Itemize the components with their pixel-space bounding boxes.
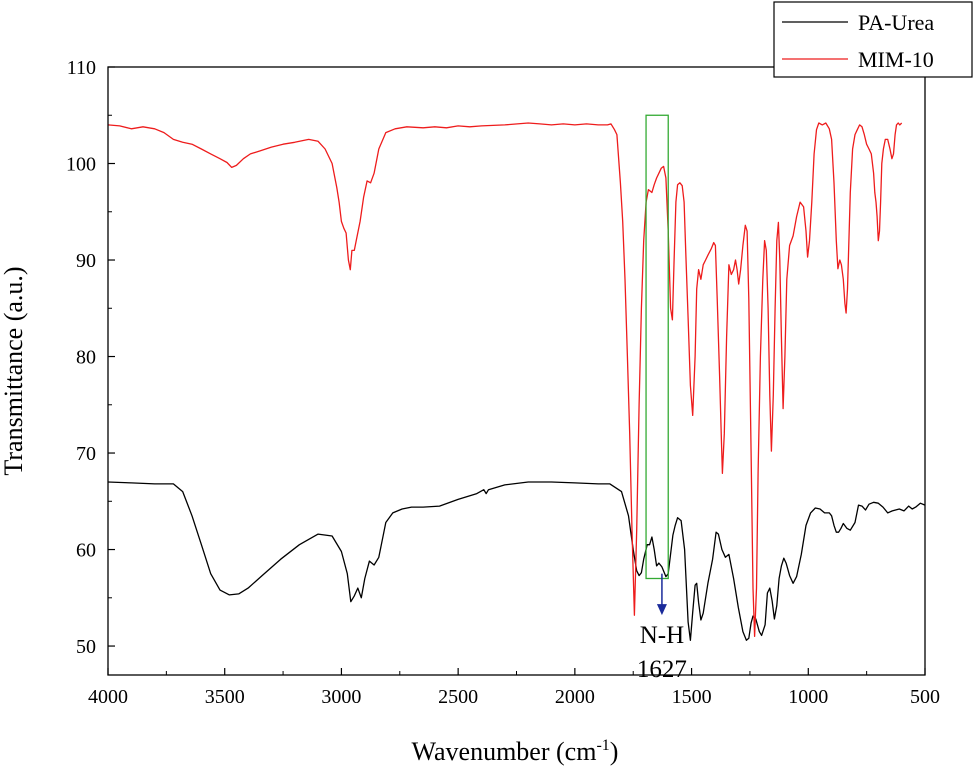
- x-tick-label: 2000: [555, 686, 595, 708]
- y-tick-label: 110: [67, 57, 96, 79]
- x-axis-title-main: Wavenumber (cm: [412, 737, 597, 766]
- plot-lines: [107, 122, 926, 641]
- x-tick-label: 1000: [788, 686, 828, 708]
- legend-label-mim-10: MIM-10: [858, 47, 934, 72]
- x-axis-title: Wavenumber (cm-1): [412, 737, 619, 766]
- series-line-pa-urea: [107, 481, 926, 641]
- y-tick-label: 90: [76, 250, 96, 272]
- x-axis-title-superscript: -1: [596, 737, 609, 754]
- x-tick-label: 2500: [438, 686, 478, 708]
- y-axis-title: Transmittance (a.u.): [0, 266, 28, 475]
- x-tick-label: 4000: [88, 686, 128, 708]
- y-tick-label: 60: [76, 540, 96, 562]
- nh-annotation: N-H 1627: [637, 573, 687, 683]
- y-tick-label: 70: [76, 443, 96, 465]
- y-tick-label: 80: [76, 347, 96, 369]
- legend-label-pa-urea: PA-Urea: [858, 10, 934, 35]
- legend: PA-Urea MIM-10: [773, 1, 973, 78]
- legend-box: [773, 1, 973, 78]
- x-tick-label: 1500: [672, 686, 712, 708]
- plot-frame: [107, 66, 926, 676]
- y-tick-label: 100: [66, 154, 96, 176]
- y-tick-label: 50: [76, 636, 96, 658]
- nh-highlight-box: [645, 114, 669, 580]
- x-tick-label: 3000: [321, 686, 361, 708]
- nh-wavenumber-label: 1627: [637, 656, 687, 683]
- nh-arrow-head: [656, 604, 667, 616]
- y-axis-ticks: 50 60 70 80 90 100 110: [66, 57, 115, 658]
- x-tick-label: 3500: [205, 686, 245, 708]
- series-line-mim-10: [107, 122, 903, 638]
- nh-label: N-H: [640, 622, 684, 649]
- x-axis-title-end: ): [610, 737, 619, 766]
- x-axis-ticks: 4000 3500 3000 2500 2000 1500 1000 500: [88, 668, 940, 708]
- x-tick-label: 500: [910, 686, 940, 708]
